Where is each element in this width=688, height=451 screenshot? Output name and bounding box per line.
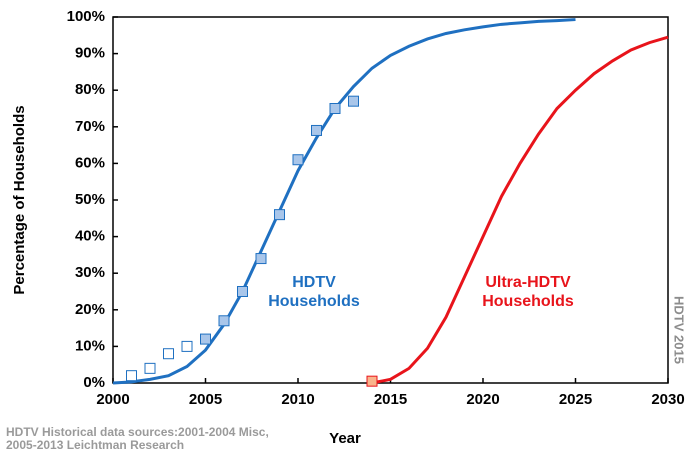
y-tick-label: 90% (75, 45, 105, 62)
data-point (237, 286, 248, 297)
y-tick-label: 50% (75, 191, 105, 208)
data-point (348, 95, 359, 107)
annotation: Households (268, 293, 360, 310)
data-point (292, 154, 304, 166)
annotation: Households (482, 293, 574, 310)
y-tick-label: 10% (75, 337, 105, 354)
data-point (163, 348, 174, 360)
data-point (311, 124, 322, 136)
annotation: Ultra-HDTV (485, 274, 571, 291)
y-tick-label: 60% (75, 154, 105, 171)
series-line (112, 18, 576, 385)
data-point (274, 209, 285, 221)
y-tick-label: 80% (75, 81, 105, 98)
data-point (200, 333, 211, 345)
x-tick-label: 2015 (374, 391, 407, 408)
data-point (366, 375, 378, 387)
annotation: HDTV (292, 274, 336, 291)
watermark: HDTV 2015 (672, 296, 687, 364)
data-point (144, 362, 156, 374)
x-tick-label: 2030 (651, 391, 684, 408)
x-tick-label: 2000 (96, 391, 129, 408)
x-tick-label: 2010 (281, 391, 314, 408)
series-line (371, 35, 669, 385)
data-point (126, 370, 137, 382)
x-axis-label: Year (329, 430, 361, 447)
plot-frame (112, 16, 669, 384)
x-tick-label: 2020 (466, 391, 499, 408)
y-axis-label: Percentage of Households (11, 105, 28, 294)
data-point (255, 253, 267, 265)
data-point (329, 103, 341, 114)
source-note: HDTV Historical data sources:2001-2004 M… (6, 425, 269, 439)
y-tick-label: 30% (75, 264, 105, 281)
source-note: 2005-2013 Leichtman Research (6, 438, 184, 451)
y-tick-label: 70% (75, 118, 105, 135)
x-tick-label: 2005 (189, 391, 222, 408)
data-point (218, 315, 230, 327)
data-point (181, 340, 193, 352)
y-tick-label: 100% (67, 8, 105, 25)
y-tick-label: 40% (75, 228, 105, 245)
y-tick-label: 0% (83, 374, 105, 391)
y-tick-label: 20% (75, 301, 105, 318)
x-tick-label: 2025 (559, 391, 592, 408)
